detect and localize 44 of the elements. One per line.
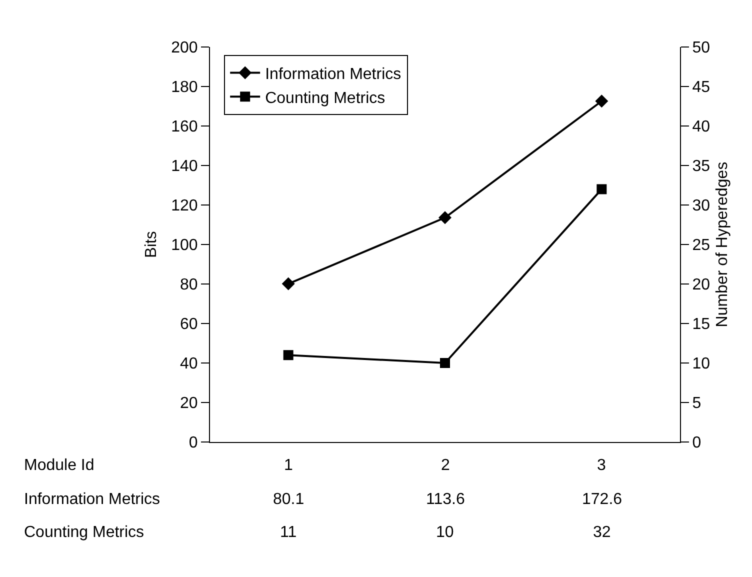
y-tick-label: 140 xyxy=(171,158,198,176)
data-label: 32 xyxy=(593,524,611,541)
point xyxy=(440,358,450,368)
y2-tick-label: 5 xyxy=(692,395,702,412)
y-tick-label: 120 xyxy=(171,198,198,215)
y2-tick-label: 10 xyxy=(692,356,710,373)
y2-tick-label: 35 xyxy=(692,158,710,176)
legend-label: Counting Metrics xyxy=(265,90,386,107)
point xyxy=(282,277,295,290)
point xyxy=(438,211,452,224)
y-tick-label: 180 xyxy=(171,79,198,96)
x-axis-title: Module Id xyxy=(24,457,94,474)
data-label: 172.6 xyxy=(582,491,622,508)
legend-label: Information Metrics xyxy=(265,66,402,84)
point xyxy=(283,350,294,360)
y2-tick-label: 30 xyxy=(692,198,710,215)
y-tick-label: 60 xyxy=(180,316,198,334)
y2-tick-label: 15 xyxy=(692,316,710,334)
y-tick-label: 160 xyxy=(171,118,198,136)
point xyxy=(596,184,607,194)
y2-tick-label: 20 xyxy=(692,276,710,294)
y2-axis-title: Number of Hyperedges xyxy=(714,162,731,328)
y-tick-label: 200 xyxy=(171,40,198,57)
text: Information Metrics xyxy=(24,491,160,508)
text: Counting Metrics xyxy=(24,524,144,541)
y-tick-label: 80 xyxy=(180,276,198,294)
y2-tick-label: 50 xyxy=(692,40,710,57)
y2-tick-label: 0 xyxy=(692,434,702,452)
y-tick-label: 40 xyxy=(180,356,198,373)
data-label: 10 xyxy=(436,524,454,541)
y-axis-title: Bits xyxy=(142,231,160,258)
y-tick-label: 0 xyxy=(188,434,198,452)
y2-tick-label: 45 xyxy=(692,79,710,96)
data-label: 80.1 xyxy=(273,491,304,508)
x-tick-label: 3 xyxy=(597,457,606,474)
data-label: 11 xyxy=(280,524,297,541)
y2-tick-label: 40 xyxy=(692,118,710,136)
y-tick-label: 100 xyxy=(171,237,198,254)
y-tick-label: 20 xyxy=(180,395,198,412)
point xyxy=(595,94,608,108)
y2-tick-label: 25 xyxy=(692,237,710,254)
data-label: 113.6 xyxy=(426,491,465,508)
x-tick-label: 2 xyxy=(441,457,450,474)
x-tick-label: 1 xyxy=(284,457,293,474)
